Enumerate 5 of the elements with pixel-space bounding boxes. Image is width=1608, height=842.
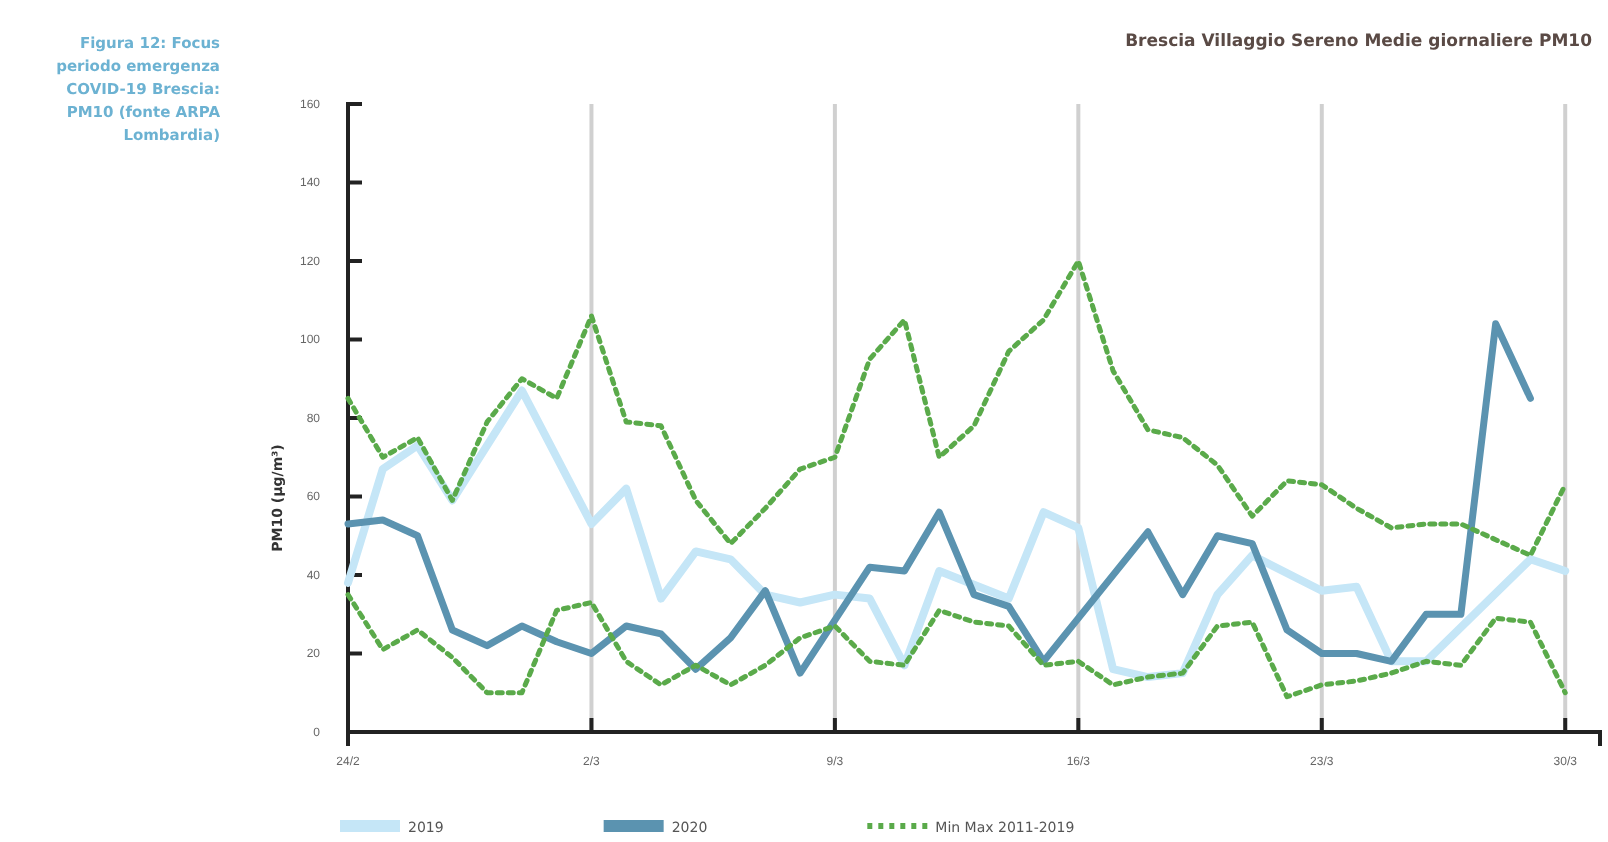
- line-series: [344, 386, 1570, 682]
- line-series: [345, 258, 1568, 558]
- line-series: [344, 320, 1534, 677]
- line-series: [345, 592, 1568, 700]
- chart-title: Brescia Villaggio Sereno Medie giornaliere PM10: [1125, 32, 1593, 52]
